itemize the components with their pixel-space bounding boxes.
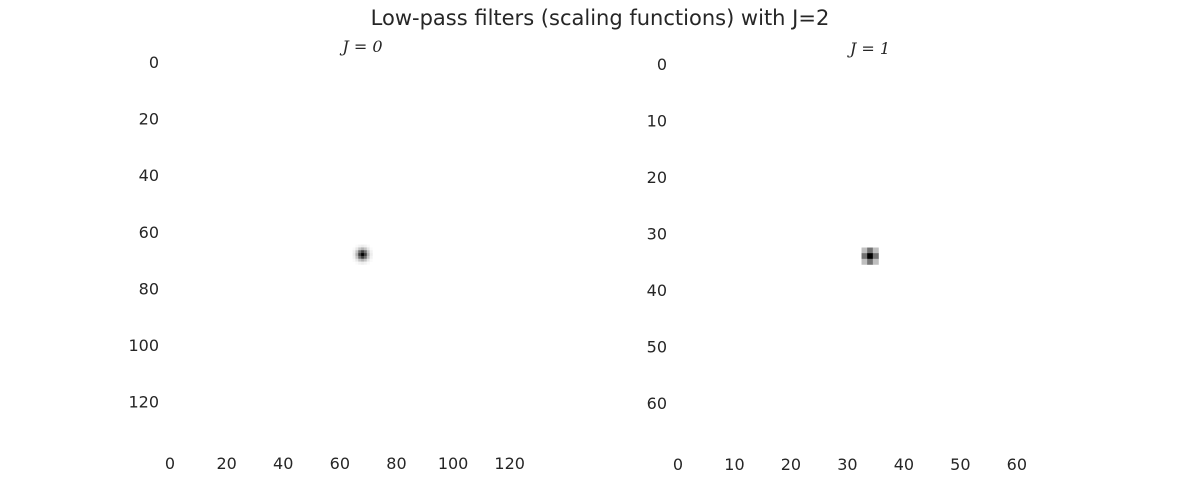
heatmap-cell xyxy=(352,250,356,254)
x-tick-label: 0 xyxy=(673,455,683,474)
heatmap-cell xyxy=(358,244,362,248)
x-tick-label: 40 xyxy=(273,454,293,473)
panel-0: J = 0 0 20 40 60 80 100 120 0 20 40 60 80 100 120 xyxy=(128,37,555,473)
heatmap-cell xyxy=(355,253,359,257)
x-tick-label: 120 xyxy=(494,454,525,473)
panel-1: J = 1 0 10 20 30 40 50 60 0 10 20 30 40 50 60 xyxy=(647,39,1062,474)
y-tick-label: 40 xyxy=(139,166,159,185)
figure-suptitle: Low-pass filters (scaling functions) wit… xyxy=(370,6,830,30)
heatmap-cell xyxy=(358,258,362,262)
x-tick-label: 10 xyxy=(724,455,744,474)
heatmap-cell xyxy=(352,253,356,257)
heatmap-cell xyxy=(861,247,868,254)
heatmap-cell xyxy=(355,250,359,254)
heatmap-cell xyxy=(352,247,356,251)
heatmap-cell xyxy=(369,255,373,260)
heatmap-cell xyxy=(355,244,359,248)
heatmap-cell xyxy=(872,258,879,265)
x-tick-label: 0 xyxy=(165,454,175,473)
y-tick-label: 50 xyxy=(647,337,667,356)
x-tick-label: 50 xyxy=(950,455,970,474)
heatmap-cell xyxy=(366,258,370,262)
heatmap-cell xyxy=(872,247,879,254)
heatmap-cell xyxy=(358,247,362,251)
heatmap-cell xyxy=(358,250,362,254)
heatmap-cell xyxy=(361,255,365,260)
heatmap-cell xyxy=(358,261,362,265)
x-tick-label: 30 xyxy=(837,455,857,474)
y-tick-label: 0 xyxy=(149,53,159,72)
y-tick-label: 20 xyxy=(647,168,667,187)
heatmap-cell xyxy=(355,261,359,265)
heatmap-cell xyxy=(867,247,874,254)
x-tick-label: 20 xyxy=(781,455,801,474)
heatmap-cell xyxy=(363,261,368,265)
heatmap-cell xyxy=(366,244,370,248)
heatmap-cell xyxy=(361,253,365,257)
heatmap-cell xyxy=(366,253,370,257)
heatmap-cell xyxy=(872,253,879,260)
heatmap-cell xyxy=(363,258,368,262)
x-tick-label: 20 xyxy=(216,454,236,473)
y-tick-label: 10 xyxy=(647,111,667,130)
heatmap-cell xyxy=(355,247,359,251)
heatmap-cell xyxy=(366,247,370,251)
y-tick-label: 60 xyxy=(139,223,159,242)
y-tick-label: 40 xyxy=(647,281,667,300)
heatmap-cell xyxy=(363,247,368,251)
panel-title: J = 1 xyxy=(847,39,890,58)
heatmap-cell xyxy=(867,253,874,260)
heatmap-cell xyxy=(369,247,373,251)
heatmap-cell xyxy=(369,258,373,262)
x-tick-label: 80 xyxy=(386,454,406,473)
heatmap-cell xyxy=(363,250,368,254)
x-tick-label: 40 xyxy=(894,455,914,474)
y-tick-label: 100 xyxy=(128,336,159,355)
heatmap-cell xyxy=(361,244,365,248)
heatmap-cell xyxy=(363,255,368,260)
heatmap-cell xyxy=(366,250,370,254)
heatmap-cell xyxy=(366,255,370,260)
heatmap-cell xyxy=(358,255,362,260)
heatmap-cell xyxy=(369,250,373,254)
y-tick-label: 30 xyxy=(647,224,667,243)
y-tick-label: 0 xyxy=(657,55,667,74)
y-tick-label: 120 xyxy=(128,393,159,412)
heatmap-cell xyxy=(361,258,365,262)
x-tick-label: 100 xyxy=(438,454,469,473)
panel-title: J = 0 xyxy=(339,37,382,56)
y-tick-label: 80 xyxy=(139,279,159,298)
heatmap-cell xyxy=(363,253,368,257)
x-tick-label: 60 xyxy=(1007,455,1027,474)
heatmap-cell xyxy=(355,255,359,260)
y-tick-label: 60 xyxy=(647,394,667,413)
heatmap-cell xyxy=(366,261,370,265)
heatmap-cell xyxy=(358,253,362,257)
heatmap-cell xyxy=(355,258,359,262)
heatmap-cell xyxy=(352,258,356,262)
heatmap-cell xyxy=(361,247,365,251)
heatmap-cell xyxy=(861,258,868,265)
heatmap-cell xyxy=(363,244,368,248)
heatmap-cell xyxy=(867,258,874,265)
heatmap-cell xyxy=(361,261,365,265)
heatmap-cell xyxy=(361,250,365,254)
heatmap-cell xyxy=(352,255,356,260)
heatmap-cell xyxy=(369,253,373,257)
x-tick-label: 60 xyxy=(330,454,350,473)
y-tick-label: 20 xyxy=(139,110,159,129)
heatmap-cell xyxy=(861,253,868,260)
